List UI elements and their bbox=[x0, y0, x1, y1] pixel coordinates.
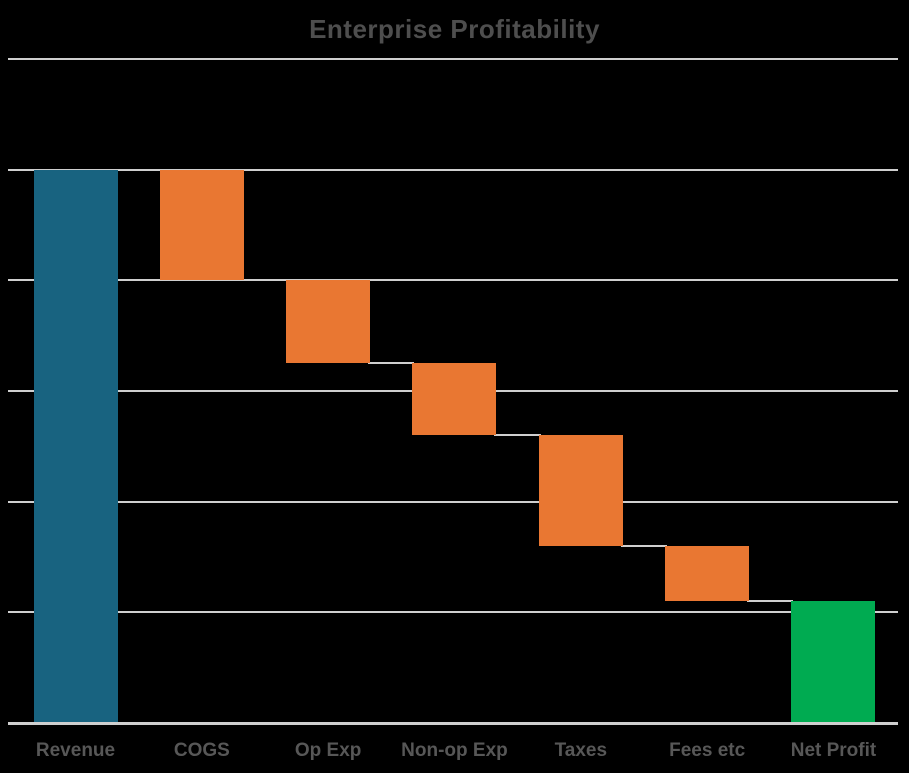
chart-title: Enterprise Profitability bbox=[309, 14, 600, 44]
bar-cogs bbox=[159, 169, 244, 281]
x-label-fees-etc: Fees etc bbox=[669, 740, 746, 761]
gridline-y-200 bbox=[8, 500, 898, 503]
gridline-y-100 bbox=[8, 611, 898, 614]
x-label-cogs: COGS bbox=[173, 740, 230, 761]
x-label-non-op-exp: Non-op Exp bbox=[401, 740, 508, 761]
x-label-net-profit: Net Profit bbox=[790, 740, 877, 761]
connector-op-exp-to-non-op-exp bbox=[368, 362, 415, 365]
bar-non-op-exp bbox=[412, 363, 497, 436]
connector-revenue-to-cogs bbox=[115, 168, 162, 171]
x-axis-line bbox=[8, 722, 898, 725]
connector-fees-etc-to-net-profit bbox=[747, 600, 794, 603]
connector-taxes-to-fees-etc bbox=[620, 544, 668, 547]
bar-fees-etc bbox=[665, 545, 750, 602]
bar-revenue bbox=[33, 169, 118, 725]
gridline-y-400 bbox=[8, 279, 898, 282]
bar-taxes bbox=[538, 435, 623, 546]
x-label-taxes: Taxes bbox=[554, 740, 608, 761]
bar-net-profit bbox=[791, 601, 876, 725]
gridline-y-600 bbox=[8, 58, 898, 60]
gridline-y-500 bbox=[8, 168, 898, 171]
connector-non-op-exp-to-taxes bbox=[494, 434, 541, 437]
x-label-op-exp: Op Exp bbox=[294, 740, 362, 761]
x-label-revenue: Revenue bbox=[35, 740, 116, 761]
bar-op-exp bbox=[286, 280, 371, 364]
connector-cogs-to-op-exp bbox=[241, 279, 289, 282]
